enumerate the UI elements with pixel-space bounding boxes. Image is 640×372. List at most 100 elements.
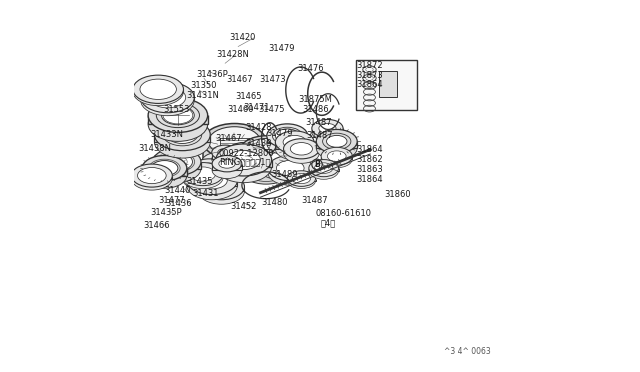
Text: 31431: 31431	[193, 189, 220, 198]
Ellipse shape	[314, 163, 333, 173]
Ellipse shape	[227, 150, 260, 170]
Text: 31860: 31860	[384, 190, 411, 199]
Ellipse shape	[202, 154, 237, 174]
Ellipse shape	[187, 166, 237, 195]
Ellipse shape	[190, 167, 216, 181]
Ellipse shape	[258, 153, 306, 180]
Polygon shape	[203, 141, 266, 164]
Ellipse shape	[258, 147, 306, 174]
Ellipse shape	[275, 131, 314, 153]
Ellipse shape	[224, 155, 252, 171]
Ellipse shape	[187, 171, 237, 200]
Text: 31428N: 31428N	[216, 50, 250, 59]
Ellipse shape	[149, 87, 186, 108]
Polygon shape	[275, 142, 314, 149]
Ellipse shape	[198, 174, 244, 200]
Text: 31872: 31872	[356, 61, 383, 70]
Text: 31428: 31428	[245, 123, 271, 132]
Text: 31864: 31864	[356, 80, 383, 89]
Ellipse shape	[287, 171, 316, 186]
Ellipse shape	[191, 163, 228, 183]
Polygon shape	[152, 162, 201, 169]
Polygon shape	[284, 149, 319, 153]
Polygon shape	[267, 136, 308, 143]
Ellipse shape	[218, 148, 232, 157]
Ellipse shape	[198, 178, 244, 204]
Text: 31864: 31864	[356, 145, 383, 154]
Text: 00922-12800: 00922-12800	[219, 149, 275, 158]
Ellipse shape	[292, 173, 310, 184]
Ellipse shape	[131, 164, 172, 187]
Ellipse shape	[229, 148, 259, 164]
Ellipse shape	[182, 163, 223, 186]
Polygon shape	[182, 174, 223, 177]
Ellipse shape	[197, 172, 227, 189]
Ellipse shape	[309, 162, 339, 179]
Ellipse shape	[161, 153, 193, 171]
Ellipse shape	[319, 124, 336, 133]
Text: 31473: 31473	[260, 76, 286, 84]
Text: 31486: 31486	[302, 105, 329, 114]
Ellipse shape	[291, 142, 312, 155]
Ellipse shape	[229, 142, 259, 159]
Ellipse shape	[316, 136, 357, 160]
Text: 31452: 31452	[230, 202, 257, 211]
Text: RINGリング（1）: RINGリング（1）	[219, 157, 270, 166]
Ellipse shape	[207, 179, 236, 195]
Text: 31433N: 31433N	[151, 130, 184, 139]
Polygon shape	[316, 141, 357, 148]
Text: 31553: 31553	[163, 105, 189, 114]
Ellipse shape	[202, 152, 237, 171]
Ellipse shape	[321, 150, 353, 168]
Text: 08160-61610: 08160-61610	[316, 209, 372, 218]
Ellipse shape	[152, 148, 201, 176]
Polygon shape	[191, 169, 228, 173]
Text: 31875M: 31875M	[298, 95, 332, 104]
Ellipse shape	[266, 152, 298, 170]
Ellipse shape	[268, 155, 312, 181]
Ellipse shape	[267, 131, 308, 155]
Ellipse shape	[152, 155, 201, 182]
Ellipse shape	[267, 124, 308, 148]
Polygon shape	[198, 187, 244, 191]
Ellipse shape	[275, 138, 314, 160]
Ellipse shape	[212, 155, 242, 172]
Ellipse shape	[244, 138, 287, 163]
Ellipse shape	[283, 135, 307, 149]
Text: 31466: 31466	[143, 221, 170, 230]
Polygon shape	[154, 135, 211, 142]
Ellipse shape	[133, 77, 184, 106]
Ellipse shape	[275, 129, 299, 143]
Text: 31480: 31480	[261, 198, 288, 207]
Text: 31477: 31477	[158, 196, 185, 205]
Polygon shape	[321, 156, 353, 159]
Ellipse shape	[161, 106, 195, 125]
Text: 31350: 31350	[190, 81, 216, 90]
Text: 31873: 31873	[356, 71, 383, 80]
Ellipse shape	[230, 158, 246, 168]
Polygon shape	[309, 168, 339, 171]
Text: 31435: 31435	[186, 177, 212, 186]
Text: 31435P: 31435P	[151, 208, 182, 217]
Ellipse shape	[235, 146, 253, 155]
Ellipse shape	[182, 167, 218, 187]
Ellipse shape	[309, 160, 339, 177]
Ellipse shape	[141, 82, 195, 113]
Ellipse shape	[224, 160, 252, 176]
Ellipse shape	[148, 107, 207, 141]
Polygon shape	[202, 162, 237, 164]
Ellipse shape	[142, 155, 187, 181]
Ellipse shape	[131, 167, 172, 190]
Polygon shape	[133, 89, 184, 92]
Ellipse shape	[203, 146, 266, 182]
Text: 31487: 31487	[301, 196, 328, 205]
Ellipse shape	[240, 154, 292, 184]
Ellipse shape	[133, 75, 184, 103]
Text: 31420: 31420	[230, 33, 256, 42]
Ellipse shape	[148, 98, 207, 132]
Polygon shape	[287, 179, 316, 181]
Polygon shape	[229, 151, 259, 156]
Ellipse shape	[209, 127, 260, 156]
Ellipse shape	[276, 160, 304, 176]
Ellipse shape	[284, 139, 319, 159]
